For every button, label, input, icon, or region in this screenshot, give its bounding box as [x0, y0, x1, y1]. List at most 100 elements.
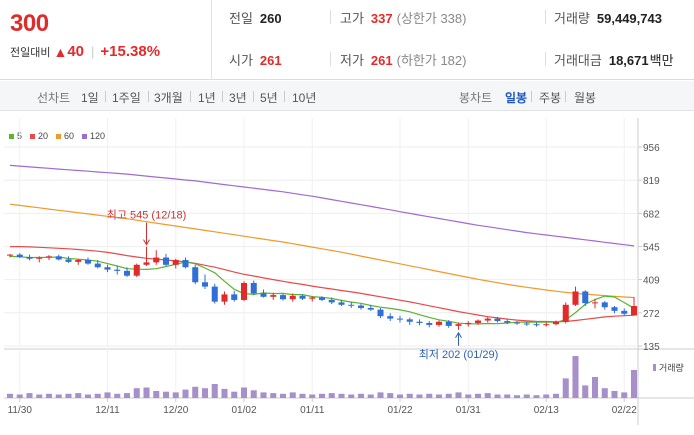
candle-body	[309, 297, 316, 299]
volume-bar	[192, 386, 199, 398]
volume-bar	[250, 390, 257, 398]
legend-ma20: 20	[30, 131, 48, 141]
candle-body	[377, 309, 384, 317]
candle-body	[504, 321, 511, 323]
ma20-line	[10, 246, 635, 323]
volume-bar	[94, 393, 101, 398]
volume-bar	[387, 393, 394, 398]
chart-toolbar: 선차트 1일 1주일 3개월 1년 3년 5년 10년 봉차트 일봉 주봉 월봉	[0, 81, 694, 111]
stat-open: 시가 261	[229, 53, 282, 68]
candle-body	[611, 307, 618, 311]
volume-bar	[435, 394, 443, 398]
period-3m-button[interactable]: 3개월	[154, 91, 183, 105]
x-tick-label: 11/30	[8, 405, 33, 416]
volume-bar	[182, 389, 189, 398]
price-change: 전일대비 ▲ 40 | +15.38%	[10, 43, 160, 60]
ma120-line	[9, 164, 635, 247]
candle-body	[143, 262, 150, 265]
volume-bar	[133, 388, 140, 398]
volume-bar	[630, 370, 638, 398]
change-separator: |	[91, 44, 95, 59]
period-10y-button[interactable]: 10년	[292, 91, 317, 105]
candle-body	[484, 318, 491, 321]
candle-body	[36, 257, 43, 259]
candle-body	[123, 270, 131, 276]
volume-bar	[396, 394, 404, 398]
volume-bar	[16, 394, 23, 398]
candle-body	[94, 263, 101, 268]
low-annotation: 최저 202 (01/29)	[419, 348, 499, 361]
candle-body	[162, 257, 170, 265]
candle-body	[240, 282, 248, 300]
legend-ma60: 60	[56, 131, 74, 141]
candle-body	[153, 257, 160, 263]
candle-monthly-tab[interactable]: 월봉	[574, 91, 597, 105]
volume-bar	[75, 393, 82, 398]
volume-bar	[143, 387, 150, 398]
change-amount: 40	[67, 43, 85, 60]
volume-bar	[231, 391, 238, 398]
stat-trade-amount: 거래대금 18,671 백만	[554, 53, 674, 68]
volume-bar	[621, 392, 628, 398]
divider	[222, 91, 223, 102]
candle-body	[250, 282, 257, 294]
y-tick-label: 819	[643, 176, 660, 187]
price-box: 300 전일대비 ▲ 40 | +15.38%	[0, 0, 212, 80]
volume-bar	[270, 393, 277, 398]
period-5y-button[interactable]: 5년	[260, 91, 278, 105]
candle-chart-label: 봉차트	[459, 91, 493, 105]
candle-weekly-tab[interactable]: 주봉	[539, 91, 562, 105]
volume-bar	[445, 393, 452, 398]
y-tick-label: 682	[643, 209, 660, 220]
candle-body	[270, 295, 277, 297]
candle-body	[45, 256, 53, 258]
candle-body	[533, 324, 540, 326]
volume-bar	[260, 392, 267, 398]
up-triangle-icon: ▲	[53, 43, 68, 60]
divider	[545, 52, 546, 66]
candle-daily-tab[interactable]: 일봉	[505, 91, 528, 105]
x-tick-label: 02/22	[612, 405, 637, 416]
volume-bar	[523, 394, 530, 398]
candle-body	[328, 299, 335, 303]
volume-bar	[484, 393, 491, 398]
period-3y-button[interactable]: 3년	[229, 91, 247, 105]
candle-body	[416, 321, 423, 323]
volume-bar	[601, 388, 608, 398]
candle-body	[523, 323, 530, 325]
candle-body	[221, 294, 228, 302]
change-percent: +15.38%	[100, 43, 161, 60]
y-tick-label: 135	[643, 342, 660, 353]
candle-body	[474, 320, 482, 323]
volume-bar	[611, 391, 618, 398]
x-tick-label: 12/11	[95, 405, 120, 416]
period-1y-button[interactable]: 1년	[198, 91, 216, 105]
y-tick-label: 956	[643, 143, 660, 154]
volume-bar	[289, 392, 296, 398]
stat-high: 고가 337 (상한가 338)	[340, 11, 467, 26]
stat-volume: 거래량 59,449,743	[554, 11, 662, 26]
volume-bar	[552, 393, 560, 398]
divider	[545, 10, 546, 24]
volume-bar	[26, 393, 33, 398]
candle-body	[260, 293, 267, 297]
candle-body	[513, 322, 521, 324]
volume-bar	[465, 394, 472, 398]
candle-body	[192, 267, 199, 283]
candle-body	[16, 254, 23, 258]
divider	[253, 91, 254, 102]
candle-body	[211, 286, 218, 302]
y-tick-label: 409	[643, 276, 660, 287]
candle-body	[182, 259, 189, 268]
divider	[105, 91, 106, 102]
x-tick-label: 01/22	[387, 405, 412, 416]
candle-body	[426, 322, 433, 325]
volume-bar	[221, 388, 228, 398]
x-tick-label: 01/02	[231, 405, 256, 416]
volume-bar	[572, 356, 579, 398]
volume-bar	[172, 392, 179, 398]
volume-bar	[591, 377, 599, 398]
period-1w-button[interactable]: 1주일	[112, 91, 141, 105]
current-price: 300	[10, 10, 49, 37]
period-1d-button[interactable]: 1일	[81, 91, 99, 105]
